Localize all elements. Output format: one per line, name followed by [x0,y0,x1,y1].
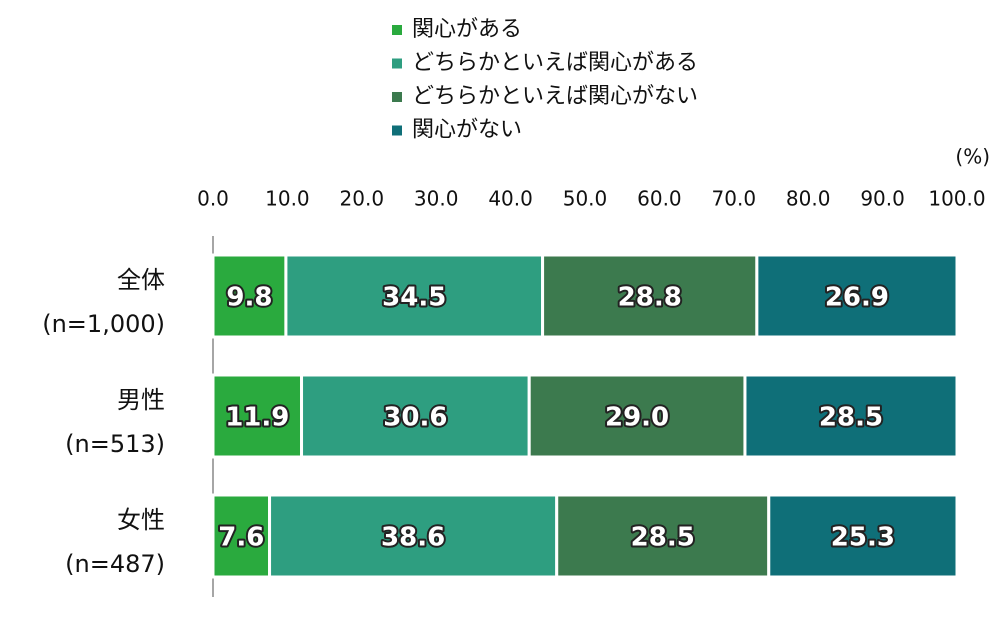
value-label: 29.0 [605,403,669,433]
x-tick-label: 70.0 [712,187,757,211]
legend-swatch [392,58,402,69]
x-tick-label: 90.0 [860,187,905,211]
legend-label: 関心がない [412,118,522,143]
value-label: 28.5 [631,523,695,553]
bar-segment [268,493,559,579]
sample-size-label: (n=513) [65,430,165,458]
bar-segment [284,253,545,339]
legend-swatch [392,25,402,35]
x-tick-label: 0.0 [197,187,229,211]
x-tick-label: 30.0 [414,187,459,211]
x-tick-label: 80.0 [786,187,831,211]
x-tick-label: 50.0 [563,187,608,211]
value-label: 11.9 [225,403,289,433]
legend-swatch [392,92,402,102]
x-tick-label: 60.0 [637,187,682,211]
value-label: 38.6 [381,523,445,553]
legend-label: どちらかといえば関心がある [412,51,698,76]
sample-size-label: (n=1,000) [42,310,165,338]
bar-segment [541,253,759,339]
value-label: 7.6 [218,523,264,553]
legend-label: 関心がある [412,17,522,42]
x-tick-label: 20.0 [340,187,385,211]
legend-swatch [392,125,402,136]
unit-label: (%) [955,145,990,169]
bar-segment [767,493,959,579]
value-label: 30.6 [383,403,447,433]
value-label: 26.9 [825,283,889,313]
category-label: 全体 [117,266,165,294]
x-tick-label: 10.0 [265,187,310,211]
value-label: 25.3 [831,523,895,553]
value-label: 28.5 [819,403,883,433]
bar-segment [211,493,272,579]
bar-segment [743,373,959,459]
value-label: 28.8 [618,283,682,313]
value-label: 9.8 [226,283,272,313]
value-label: 34.5 [382,283,446,313]
x-tick-label: 100.0 [928,187,985,211]
category-label: 男性 [117,386,165,414]
bar-segment [755,253,959,339]
legend-label: どちらかといえば関心がない [412,84,698,109]
sample-size-label: (n=487) [65,550,165,578]
x-tick-label: 40.0 [488,187,533,211]
category-label: 女性 [117,506,165,534]
bar-segment [555,493,771,579]
